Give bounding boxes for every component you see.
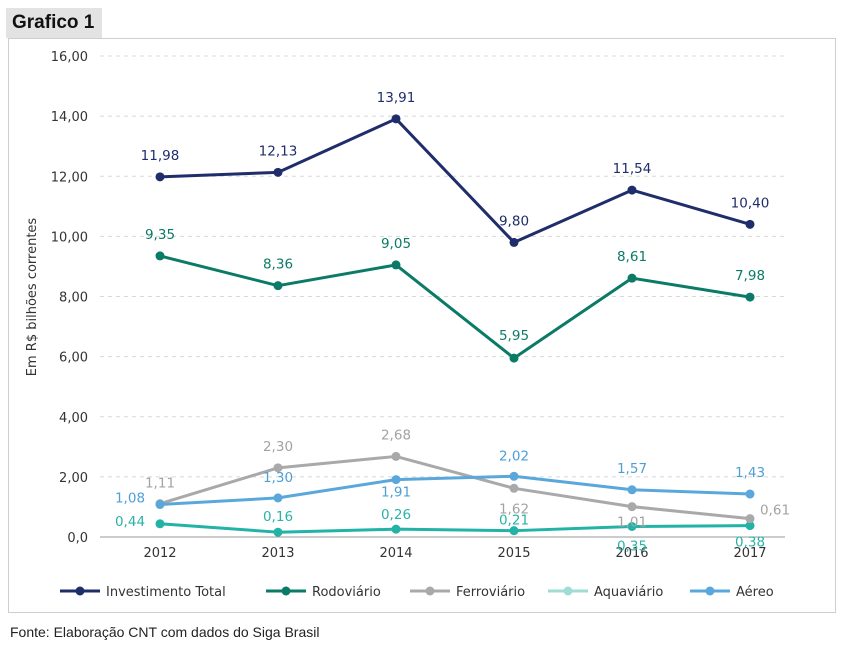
data-point: [509, 526, 519, 536]
y-tick-label: 2,00: [59, 471, 88, 486]
y-tick-label: 16,00: [51, 50, 88, 65]
data-point: [627, 185, 637, 195]
series-line-Ferroviário: [159, 454, 751, 521]
data-point: [391, 114, 401, 124]
data-point: [155, 500, 165, 510]
source-note: Fonte: Elaboração CNT com dados do Siga …: [10, 624, 320, 640]
data-label: 9,80: [499, 213, 529, 229]
data-label: 1,08: [115, 491, 145, 507]
data-point: [509, 237, 519, 247]
data-point: [509, 471, 519, 481]
data-label: 2,02: [499, 448, 529, 464]
data-label: 11,54: [613, 161, 652, 177]
data-label: 1,62: [499, 501, 529, 517]
data-label: 2,68: [381, 427, 411, 443]
data-point: [627, 485, 637, 495]
x-tick-label: 2013: [261, 546, 294, 561]
data-label: 8,36: [263, 257, 293, 273]
data-label: 0,61: [760, 503, 790, 519]
legend-label: Aéreo: [736, 585, 774, 600]
data-label: 0,35: [617, 538, 647, 554]
data-point: [745, 514, 755, 524]
data-label: 5,95: [499, 328, 529, 344]
x-tick-label: 2016: [615, 546, 648, 561]
x-tick-label: 2017: [733, 546, 766, 561]
data-label: 11,98: [141, 148, 180, 164]
legend-label: Ferroviário: [456, 585, 525, 600]
data-point: [273, 527, 283, 537]
chart-frame: [8, 38, 836, 613]
y-axis-label: Em R$ bilhões correntes: [25, 218, 40, 377]
data-point: [391, 260, 401, 270]
data-label: 12,13: [259, 143, 298, 159]
data-label: 13,91: [377, 90, 416, 106]
data-label: 9,35: [145, 227, 175, 243]
legend-marker: [705, 586, 715, 596]
data-label: 0,44: [115, 514, 145, 530]
data-point: [627, 502, 637, 512]
data-label: 1,91: [381, 485, 411, 501]
data-point: [509, 483, 519, 493]
y-tick-label: 12,00: [51, 170, 88, 185]
legend-label: Aquaviário: [594, 585, 663, 600]
data-point: [273, 463, 283, 473]
data-label: 1,57: [617, 461, 647, 477]
data-point: [273, 167, 283, 177]
data-point: [391, 524, 401, 534]
series-line-Aéreo: [159, 474, 751, 507]
data-label: 9,05: [381, 236, 411, 252]
legend-label: Rodoviário: [312, 585, 381, 600]
data-label: 1,43: [735, 465, 765, 481]
data-label: 1,30: [263, 470, 293, 486]
data-point: [155, 519, 165, 529]
data-point: [627, 273, 637, 283]
legend-label: Investimento Total: [106, 585, 226, 600]
legend-marker: [563, 586, 573, 596]
legend-marker: [75, 586, 85, 596]
y-tick-label: 4,00: [59, 411, 88, 426]
data-label: 1,01: [617, 515, 647, 531]
data-point: [509, 353, 519, 363]
y-tick-label: 14,00: [51, 110, 88, 125]
data-point: [155, 251, 165, 261]
data-point: [391, 475, 401, 485]
data-label: 0,16: [263, 509, 293, 525]
chart-title: Grafico 1: [6, 8, 103, 38]
data-point: [745, 292, 755, 302]
y-tick-label: 6,00: [59, 351, 88, 366]
y-tick-label: 0,0: [67, 531, 88, 546]
data-label: 10,40: [731, 195, 770, 211]
series-line-Rodoviário: [159, 254, 751, 360]
data-label: 7,98: [735, 268, 765, 284]
series-line-Aquaviário: [159, 522, 751, 534]
data-point: [273, 493, 283, 503]
data-point: [273, 281, 283, 291]
data-point: [745, 219, 755, 229]
x-tick-label: 2012: [143, 546, 176, 561]
data-point: [745, 489, 755, 499]
x-tick-label: 2014: [379, 546, 412, 561]
data-label: 1,11: [145, 476, 175, 492]
data-point: [745, 521, 755, 531]
data-label: 0,21: [499, 513, 529, 529]
legend-marker: [281, 586, 291, 596]
series-line-Investimento Total: [159, 117, 751, 244]
data-point: [155, 172, 165, 182]
data-point: [627, 521, 637, 531]
data-label: 2,30: [263, 439, 293, 455]
legend-marker: [425, 586, 435, 596]
data-label: 0,26: [381, 507, 411, 523]
data-label: 8,61: [617, 249, 647, 265]
data-label: 0,38: [735, 535, 765, 551]
data-point: [391, 451, 401, 461]
line-chart: 0,0 2,00 4,00 6,00 8,00 10,00 12,00 14,00 16,00 E…: [25, 50, 790, 600]
x-tick-label: 2015: [497, 546, 530, 561]
y-tick-label: 10,00: [51, 230, 88, 245]
y-tick-label: 8,00: [59, 291, 88, 306]
